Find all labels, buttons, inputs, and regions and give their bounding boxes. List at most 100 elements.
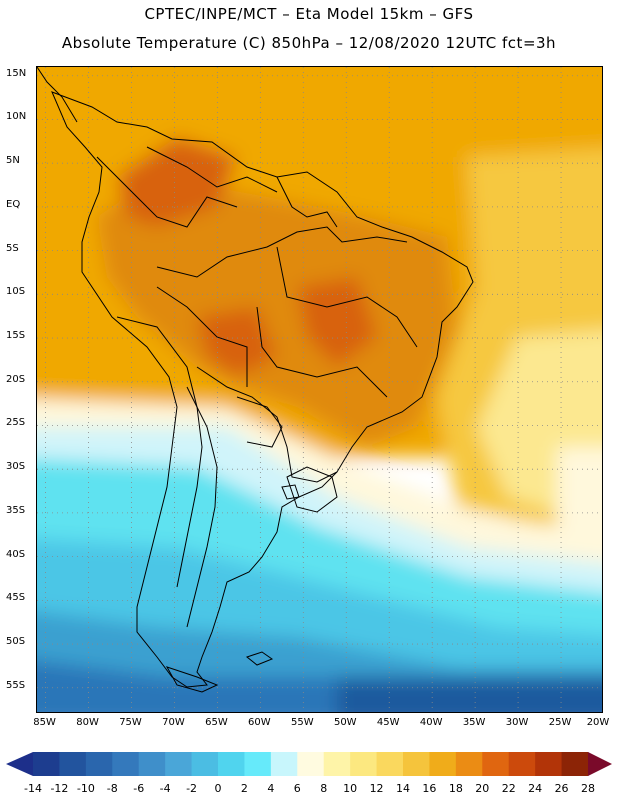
- lon-label: 55W: [291, 717, 314, 728]
- colorbar-cell: [191, 752, 219, 776]
- colorbar-high-arrow: [588, 752, 612, 776]
- colorbar-cell: [138, 752, 166, 776]
- lon-label: 25W: [548, 717, 572, 728]
- colorbar-cell: [508, 752, 536, 776]
- colorbar-cell: [297, 752, 325, 776]
- colorbar-cell: [218, 752, 245, 776]
- colorbar-label: 14: [396, 782, 410, 795]
- colorbar-label: 18: [448, 782, 463, 795]
- lon-label: 35W: [462, 717, 486, 728]
- lat-label: 10N: [6, 111, 27, 123]
- lat-label: 25S: [6, 417, 26, 429]
- colorbar-label: 0: [214, 782, 222, 795]
- colorbar-cell: [429, 752, 457, 776]
- lat-label: EQ: [6, 198, 21, 210]
- temperature-field: [37, 67, 602, 712]
- tierra-del-fuego: [165, 666, 219, 693]
- field-hot-core-west: [197, 307, 277, 377]
- colorbar-label: 2: [240, 782, 248, 795]
- colorbar-cell: [270, 752, 298, 776]
- colorbar-cell: [455, 752, 483, 776]
- colorbar-label: 20: [475, 782, 490, 795]
- lon-label: 30W: [505, 717, 529, 728]
- colorbar-cell: [482, 752, 510, 776]
- colorbar-label: -2: [186, 782, 198, 795]
- map-canvas: [37, 67, 602, 712]
- border-venezuela: [146, 146, 278, 193]
- colorbar-cell: [535, 752, 563, 776]
- border-brazil-west: [156, 226, 408, 278]
- lon-label: 45W: [376, 717, 400, 728]
- colorbar-cell: [561, 752, 589, 776]
- colorbar-label: -6: [133, 782, 145, 795]
- lake-lagoa: [281, 484, 300, 500]
- central-america: [37, 67, 78, 123]
- border-brazil-south: [196, 366, 338, 483]
- colorbar-label: -8: [106, 782, 118, 795]
- colorbar-cell: [33, 752, 60, 776]
- lon-label: 40W: [419, 717, 443, 728]
- lat-label: 5N: [6, 155, 20, 167]
- island-falklands: [245, 651, 274, 666]
- colorbar-label: 16: [422, 782, 437, 795]
- border-argentina-chile: [186, 386, 218, 628]
- lat-label: 45S: [6, 592, 26, 604]
- map-title: CPTEC/INPE/MCT – Eta Model 15km – GFS: [144, 5, 474, 23]
- lat-label: 15N: [6, 67, 27, 79]
- lon-label: 80W: [76, 717, 99, 728]
- field-navy: [337, 677, 602, 712]
- lat-label: 50S: [6, 636, 26, 648]
- border-colombia: [96, 156, 238, 228]
- colorbar-label: -10: [76, 782, 95, 795]
- lat-label: 35S: [6, 504, 26, 516]
- border-brazil-states-2: [256, 306, 388, 398]
- colorbar-label: 4: [267, 782, 275, 795]
- colorbar-label: 8: [320, 782, 328, 795]
- lon-label: 50W: [333, 717, 357, 728]
- border-paraguay: [236, 396, 283, 448]
- colorbar-label: 28: [581, 782, 595, 795]
- border-brazil-states-1: [276, 246, 418, 348]
- lat-label: 10S: [6, 286, 26, 298]
- temperature-map: [36, 66, 603, 713]
- colorbar-label: 12: [369, 782, 384, 795]
- lat-label: 15S: [6, 330, 26, 342]
- lat-label: 30S: [6, 461, 26, 473]
- colorbar-cell: [165, 752, 193, 776]
- colorbar-label: 22: [501, 782, 516, 795]
- map-subtitle: Absolute Temperature (C) 850hPa – 12/08/…: [61, 34, 557, 52]
- south-america-coastline: [51, 91, 474, 688]
- colorbar-cell: [323, 752, 351, 776]
- border-guianas: [276, 176, 338, 228]
- field-hot-core-north: [117, 137, 237, 227]
- colorbar-label: -4: [159, 782, 171, 795]
- lon-label: 20W: [586, 717, 610, 728]
- colorbar: [6, 752, 612, 776]
- country-borders: [37, 67, 474, 693]
- field-land-hot: [97, 177, 457, 447]
- colorbar-cell: [403, 752, 430, 776]
- colorbar-label: 24: [528, 782, 543, 795]
- lon-label: 60W: [248, 717, 271, 728]
- colorbar-cell: [59, 752, 87, 776]
- colorbar-cell: [85, 752, 113, 776]
- lat-label: 20S: [6, 373, 26, 385]
- colorbar-cell: [376, 752, 404, 776]
- colorbar-low-arrow: [6, 752, 33, 776]
- lat-label: 5S: [6, 242, 19, 254]
- border-uruguay: [286, 466, 338, 513]
- border-bolivia: [156, 286, 248, 387]
- colorbar-label: -14: [24, 782, 42, 795]
- colorbar-cell: [244, 752, 272, 776]
- field-cream-east: [557, 447, 602, 539]
- lon-label: 85W: [33, 717, 56, 728]
- colorbar-label: -12: [50, 782, 69, 795]
- colorbar-label: 6: [293, 782, 301, 795]
- lon-label: 65W: [205, 717, 228, 728]
- colorbar-label: 10: [343, 782, 358, 795]
- lon-label: 70W: [162, 717, 185, 728]
- border-andes: [116, 316, 203, 588]
- lat-label: 40S: [6, 548, 26, 560]
- lat-label: 55S: [6, 679, 26, 691]
- lon-label: 75W: [119, 717, 142, 728]
